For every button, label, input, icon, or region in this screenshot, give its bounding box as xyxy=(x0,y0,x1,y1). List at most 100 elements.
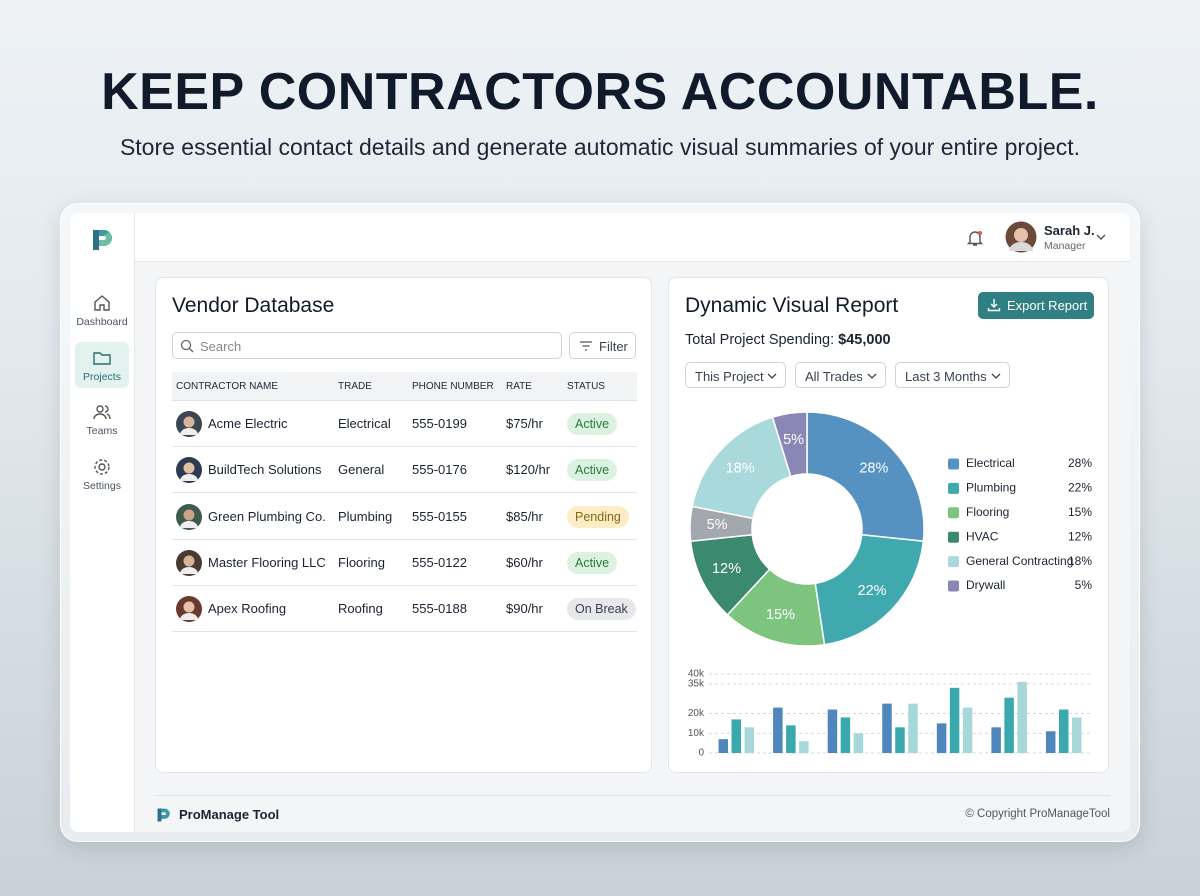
panel-title: Dynamic Visual Report xyxy=(685,294,899,317)
legend-label: HVAC xyxy=(966,529,999,543)
footer-logo xyxy=(157,808,170,822)
table-row: Master Flooring LLC Flooring 555-0122 $60/h… xyxy=(172,540,637,586)
hero-title: KEEP CONTRACTORS ACCOUNTABLE. xyxy=(101,63,1099,121)
table-cell: 555-0176 xyxy=(412,462,467,478)
legend-value: 15% xyxy=(1068,505,1092,519)
table-cell: $120/hr xyxy=(506,462,551,478)
contractor-avatar xyxy=(176,503,202,530)
top-bar: Sarah J. Manager xyxy=(135,213,1130,262)
table-cell: Electrical xyxy=(338,416,391,431)
legend-swatch xyxy=(948,556,959,568)
table-row: Acme Electric Electrical 555-0199 $75/hr Act… xyxy=(172,401,637,447)
notification-bell[interactable] xyxy=(965,228,985,248)
legend-label: Electrical xyxy=(966,456,1015,470)
status-badge: Active xyxy=(567,551,618,574)
slice-label: 15% xyxy=(766,607,795,623)
table-cell: Flooring xyxy=(338,554,385,570)
nav-label: Settings xyxy=(83,479,121,492)
bar xyxy=(799,741,809,753)
table-cell: Plumbing xyxy=(338,508,393,524)
slice-label: 5% xyxy=(783,432,804,448)
nav-item[interactable]: Teams xyxy=(75,396,129,442)
pie-slice xyxy=(806,411,925,543)
column-header: PHONE NUMBER xyxy=(412,381,494,392)
dropdown-label: All Trades xyxy=(805,369,863,384)
y-tick-label: 35k xyxy=(688,679,705,690)
column-header: RATE xyxy=(506,381,532,392)
contractor-avatar xyxy=(176,549,202,576)
dropdown-caret xyxy=(867,373,877,379)
legend-value: 18% xyxy=(1068,554,1092,568)
bar xyxy=(1004,697,1014,753)
contractor-name: Acme Electric xyxy=(208,416,288,431)
nav-label: Projects xyxy=(83,370,121,383)
table-row: Apex Roofing Roofing 555-0188 $90/hr On Brea… xyxy=(172,586,637,633)
pie-slice xyxy=(814,533,925,646)
slice-label: 28% xyxy=(859,461,888,477)
nav-item[interactable]: Settings xyxy=(75,451,129,497)
bar xyxy=(731,719,742,753)
user-menu-caret[interactable] xyxy=(1095,231,1107,243)
slice-label: 22% xyxy=(858,583,887,599)
legend-label: Flooring xyxy=(966,505,1009,519)
bar xyxy=(786,725,796,753)
filter-dropdown[interactable]: This Project xyxy=(685,362,786,388)
contractor-avatar xyxy=(176,596,202,623)
legend-swatch xyxy=(948,482,959,494)
nav-item[interactable]: Dashboard xyxy=(75,287,129,333)
slice-label: 12% xyxy=(712,561,741,577)
contractor-name: Apex Roofing xyxy=(208,601,287,617)
bar xyxy=(949,687,960,753)
bar xyxy=(827,709,838,753)
table-cell: $90/hr xyxy=(506,601,543,617)
footer: ProManage Tool © Copyright ProManageTool xyxy=(155,795,1110,832)
table-cell: 555-0188 xyxy=(412,601,467,617)
bar xyxy=(773,707,783,753)
vendor-panel: Vendor Database Search Filter CONTRACTOR… xyxy=(155,277,652,773)
legend-value: 12% xyxy=(1068,529,1092,543)
table-cell: $75/hr xyxy=(506,416,543,431)
status-badge: Active xyxy=(567,413,618,435)
bar xyxy=(853,733,864,753)
dropdown-caret xyxy=(991,373,1001,379)
y-tick-label: 0 xyxy=(698,748,704,759)
legend-swatch xyxy=(948,458,959,470)
filter-dropdown[interactable]: Last 3 Months xyxy=(895,362,1010,388)
footer-brand: ProManage Tool xyxy=(179,807,280,822)
bar xyxy=(718,739,729,753)
bar xyxy=(840,717,851,753)
contractor-name: Green Plumbing Co. xyxy=(208,508,326,524)
panel-title: Vendor Database xyxy=(172,294,335,317)
bar xyxy=(1045,731,1056,753)
table-cell: $60/hr xyxy=(506,554,543,570)
user-role: Manager xyxy=(1044,240,1086,252)
table-cell: General xyxy=(338,462,385,478)
export-button[interactable]: Export Report xyxy=(978,292,1094,319)
dropdown-label: Last 3 Months xyxy=(905,369,987,384)
status-badge: Active xyxy=(567,459,618,482)
app: Dashboard Projects Teams Settings Sarah J. … xyxy=(70,213,1130,832)
filter-dropdown[interactable]: All Trades xyxy=(795,362,886,388)
logo xyxy=(93,230,112,250)
nav-item[interactable]: Projects xyxy=(75,341,129,388)
search-box[interactable]: Search xyxy=(172,332,562,359)
table-cell: 555-0155 xyxy=(412,508,467,524)
pie-slice xyxy=(771,411,808,478)
bar xyxy=(1058,709,1069,753)
search-placeholder: Search xyxy=(200,339,242,354)
filter-label: Filter xyxy=(599,339,628,354)
nav-label: Dashboard xyxy=(76,316,128,328)
bar xyxy=(908,703,918,753)
report-panel: Dynamic Visual Report Export Report Tota… xyxy=(668,277,1109,773)
bar xyxy=(882,703,892,753)
status-badge: Pending xyxy=(567,505,629,528)
table-cell: $85/hr xyxy=(506,508,543,524)
slice-label: 18% xyxy=(726,461,755,477)
total-spending: Total Project Spending: $45,000 xyxy=(685,332,891,348)
nav-label: Teams xyxy=(86,425,118,437)
filter-button[interactable]: Filter xyxy=(569,332,636,359)
user-avatar[interactable] xyxy=(1005,221,1037,253)
legend-value: 5% xyxy=(1075,578,1093,592)
contractor-name: Master Flooring LLC xyxy=(208,554,326,570)
